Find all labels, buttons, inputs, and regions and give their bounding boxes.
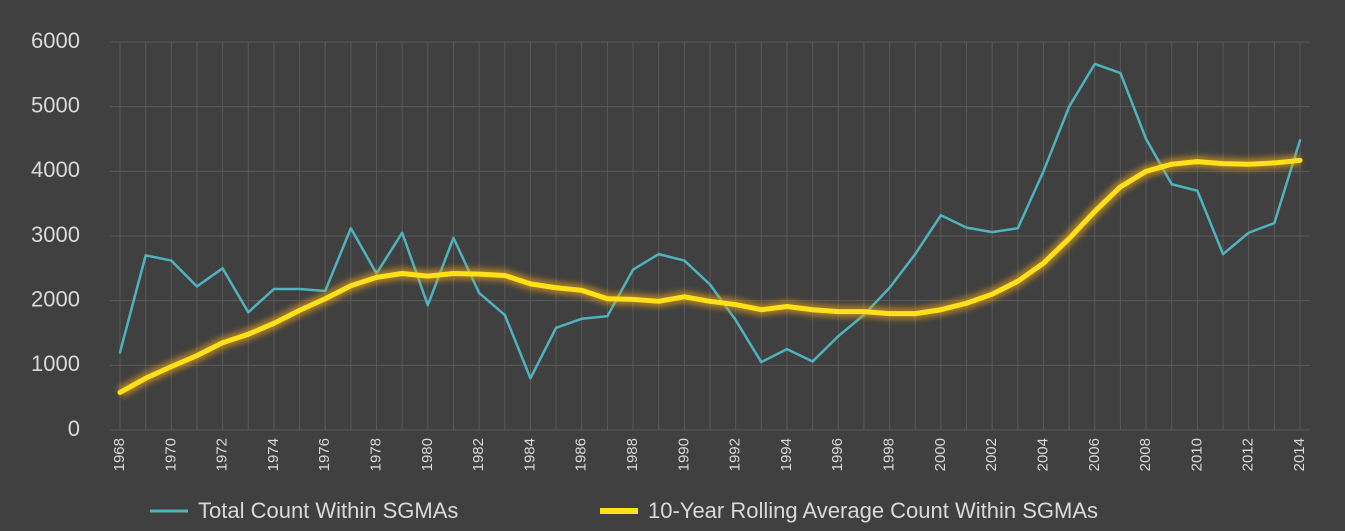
x-tick-label: 1978 bbox=[367, 438, 384, 471]
y-tick-label: 3000 bbox=[31, 222, 80, 247]
x-tick-label: 2000 bbox=[932, 438, 949, 471]
x-tick-label: 1998 bbox=[881, 438, 898, 471]
legend-label: Total Count Within SGMAs bbox=[198, 498, 458, 523]
x-tick-label: 1986 bbox=[573, 438, 590, 471]
x-tick-label: 1976 bbox=[316, 438, 333, 471]
x-tick-label: 2002 bbox=[983, 438, 1000, 471]
x-tick-label: 1990 bbox=[675, 438, 692, 471]
x-tick-label: 1994 bbox=[778, 438, 795, 471]
x-tick-label: 1982 bbox=[470, 438, 487, 471]
legend-label: 10-Year Rolling Average Count Within SGM… bbox=[648, 498, 1098, 523]
x-tick-label: 2006 bbox=[1086, 438, 1103, 471]
x-tick-label: 1992 bbox=[727, 438, 744, 471]
series-line bbox=[117, 157, 1303, 395]
x-tick-label: 1970 bbox=[162, 438, 179, 471]
y-tick-label: 2000 bbox=[31, 286, 80, 311]
x-tick-label: 1984 bbox=[521, 438, 538, 471]
x-tick-label: 1972 bbox=[214, 438, 231, 471]
series-line bbox=[118, 62, 1302, 380]
x-tick-label: 2008 bbox=[1137, 438, 1154, 471]
x-tick-label: 1996 bbox=[829, 438, 846, 471]
y-tick-label: 6000 bbox=[31, 28, 80, 53]
x-tick-label: 1980 bbox=[419, 438, 436, 471]
x-tick-label: 2014 bbox=[1291, 438, 1308, 471]
y-tick-label: 4000 bbox=[31, 157, 80, 182]
y-tick-label: 1000 bbox=[31, 351, 80, 376]
x-tick-label: 2012 bbox=[1240, 438, 1257, 471]
x-tick-label: 1974 bbox=[265, 438, 282, 471]
y-tick-label: 0 bbox=[68, 416, 80, 441]
x-tick-label: 1968 bbox=[111, 438, 128, 471]
x-tick-label: 2010 bbox=[1188, 438, 1205, 471]
y-tick-label: 5000 bbox=[31, 92, 80, 117]
x-tick-label: 2004 bbox=[1034, 438, 1051, 471]
x-tick-label: 1988 bbox=[624, 438, 641, 471]
